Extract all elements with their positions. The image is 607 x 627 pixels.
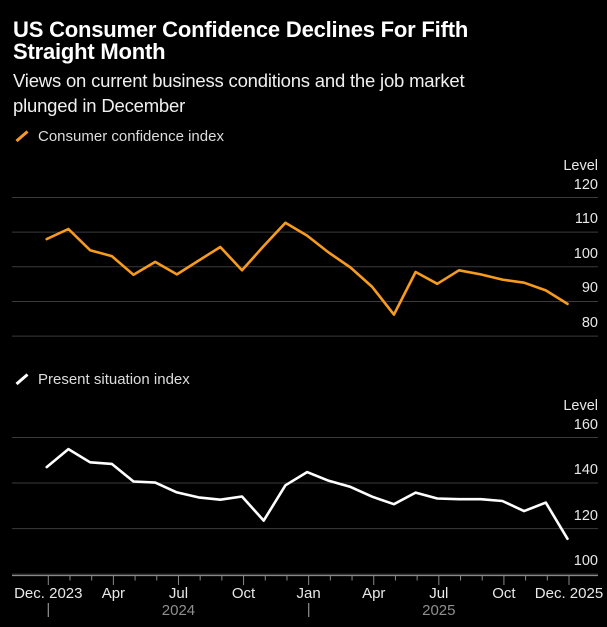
- x-axis-month-label: Apr: [101, 585, 126, 602]
- consumer-confidence-line: [45, 221, 569, 316]
- chart-subtitle-line-1: Views on current business conditions and…: [13, 70, 465, 91]
- chart-subtitle: Views on current business conditions and…: [13, 68, 465, 118]
- x-axis-month-label: Apr: [362, 585, 386, 602]
- legend-label-consumer-confidence: Consumer confidence index: [38, 128, 224, 145]
- y-tick-label-80: 80: [581, 315, 598, 332]
- x-axis-month-label: Jul: [168, 585, 189, 602]
- y-tick-label-140: 140: [573, 462, 598, 479]
- y-tick-label-90: 90: [581, 280, 598, 297]
- y-tick-label-120: 120: [573, 507, 598, 524]
- y-axis-title: Level: [563, 158, 598, 174]
- y-tick-label-100: 100: [573, 553, 598, 570]
- legend-label-present-situation: Present situation index: [38, 371, 190, 388]
- y-tick-label-100: 100: [573, 245, 598, 262]
- y-tick-label-160: 160: [573, 416, 598, 433]
- x-axis-month-label: Jan: [296, 585, 321, 602]
- chart-title-line-2: Straight Month: [13, 39, 166, 64]
- y-axis-title: Level: [563, 398, 598, 414]
- legend-present-situation: Present situation index: [14, 371, 190, 388]
- x-axis-month-label: Jul: [429, 585, 449, 602]
- x-axis-month-label: Dec. 2025: [534, 585, 604, 602]
- legend-consumer-confidence: Consumer confidence index: [14, 128, 224, 145]
- x-axis-year-label: 2025: [422, 602, 456, 619]
- y-tick-label-110: 110: [574, 211, 598, 228]
- x-axis-month-label: Oct: [231, 585, 256, 602]
- white-slash-icon: [15, 373, 29, 386]
- x-axis-month-label: Oct: [492, 585, 516, 602]
- present-situation-line: [45, 447, 569, 541]
- x-axis-year-label: 2024: [161, 602, 196, 619]
- chart-subtitle-line-2: plunged in December: [13, 95, 186, 116]
- chart-title: US Consumer Confidence Declines For Fift…: [13, 19, 468, 63]
- y-tick-label-120: 120: [573, 176, 598, 193]
- year-divider: |: [306, 601, 311, 618]
- year-divider: |: [46, 601, 51, 618]
- chart-title-line-1: US Consumer Confidence Declines For Fift…: [13, 17, 469, 42]
- orange-slash-icon: [15, 130, 29, 143]
- x-axis-month-label: Dec. 2023: [14, 585, 83, 602]
